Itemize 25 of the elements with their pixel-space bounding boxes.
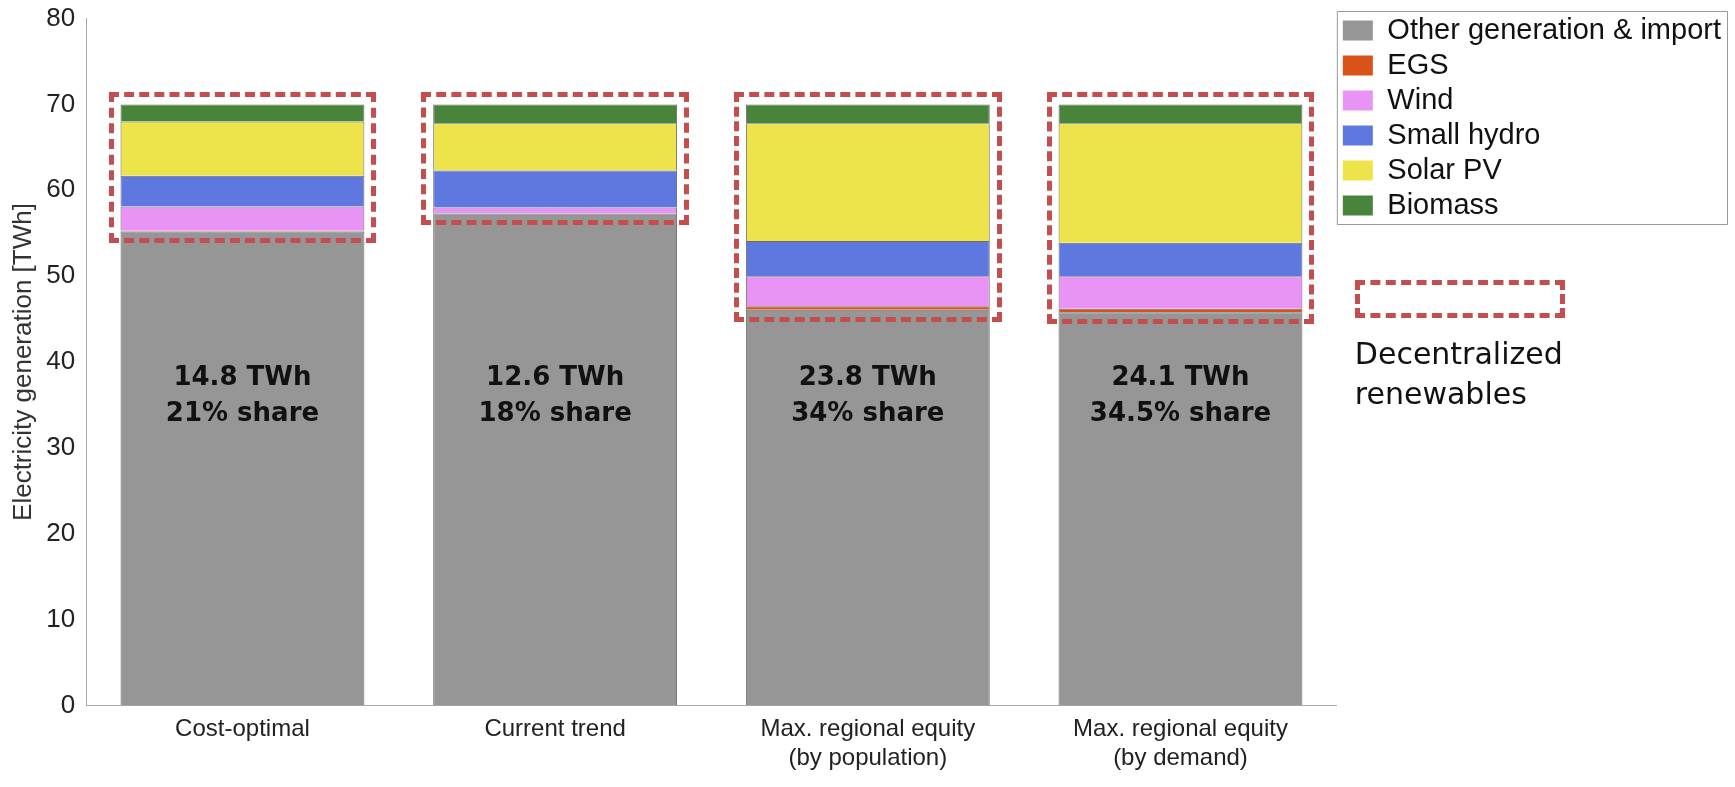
x-tick-label: Cost-optimal [175,714,310,742]
legend-label: Small hydro [1387,117,1541,150]
y-tick-label: 70 [46,87,76,118]
x-tick-label: Max. regional equity (by demand) [1073,714,1288,771]
annotation: 14.8 TWh 21% share [165,361,320,428]
x-tick-label: Max. regional equity (by population) [760,714,976,771]
annotation: 24.1 TWh 34.5% share [1089,361,1272,428]
legend-label: Biomass [1387,187,1499,220]
y-tick-label: 20 [46,516,76,547]
y-tick-label: 0 [60,688,76,719]
y-tick-label: 40 [46,345,76,376]
y-tick-label: 30 [46,431,76,462]
y-axis-title: Electricity generation [TWh] [6,203,37,521]
legend-label: Solar PV [1387,152,1503,185]
legend-label: Other generation & import [1387,12,1721,45]
annotation: 23.8 TWh 34% share [791,361,945,428]
text: Decentralized renewables [1354,335,1563,413]
annotation: 12.6 TWh 18% share [478,361,632,428]
legend-label: Wind [1387,82,1454,115]
y-tick-label: 10 [46,602,76,633]
x-tick-label: Current trend [484,714,626,742]
y-tick-label: 80 [46,1,76,32]
y-tick-label: 50 [46,259,76,290]
legend-label: EGS [1387,47,1449,80]
y-tick-label: 60 [46,173,76,204]
